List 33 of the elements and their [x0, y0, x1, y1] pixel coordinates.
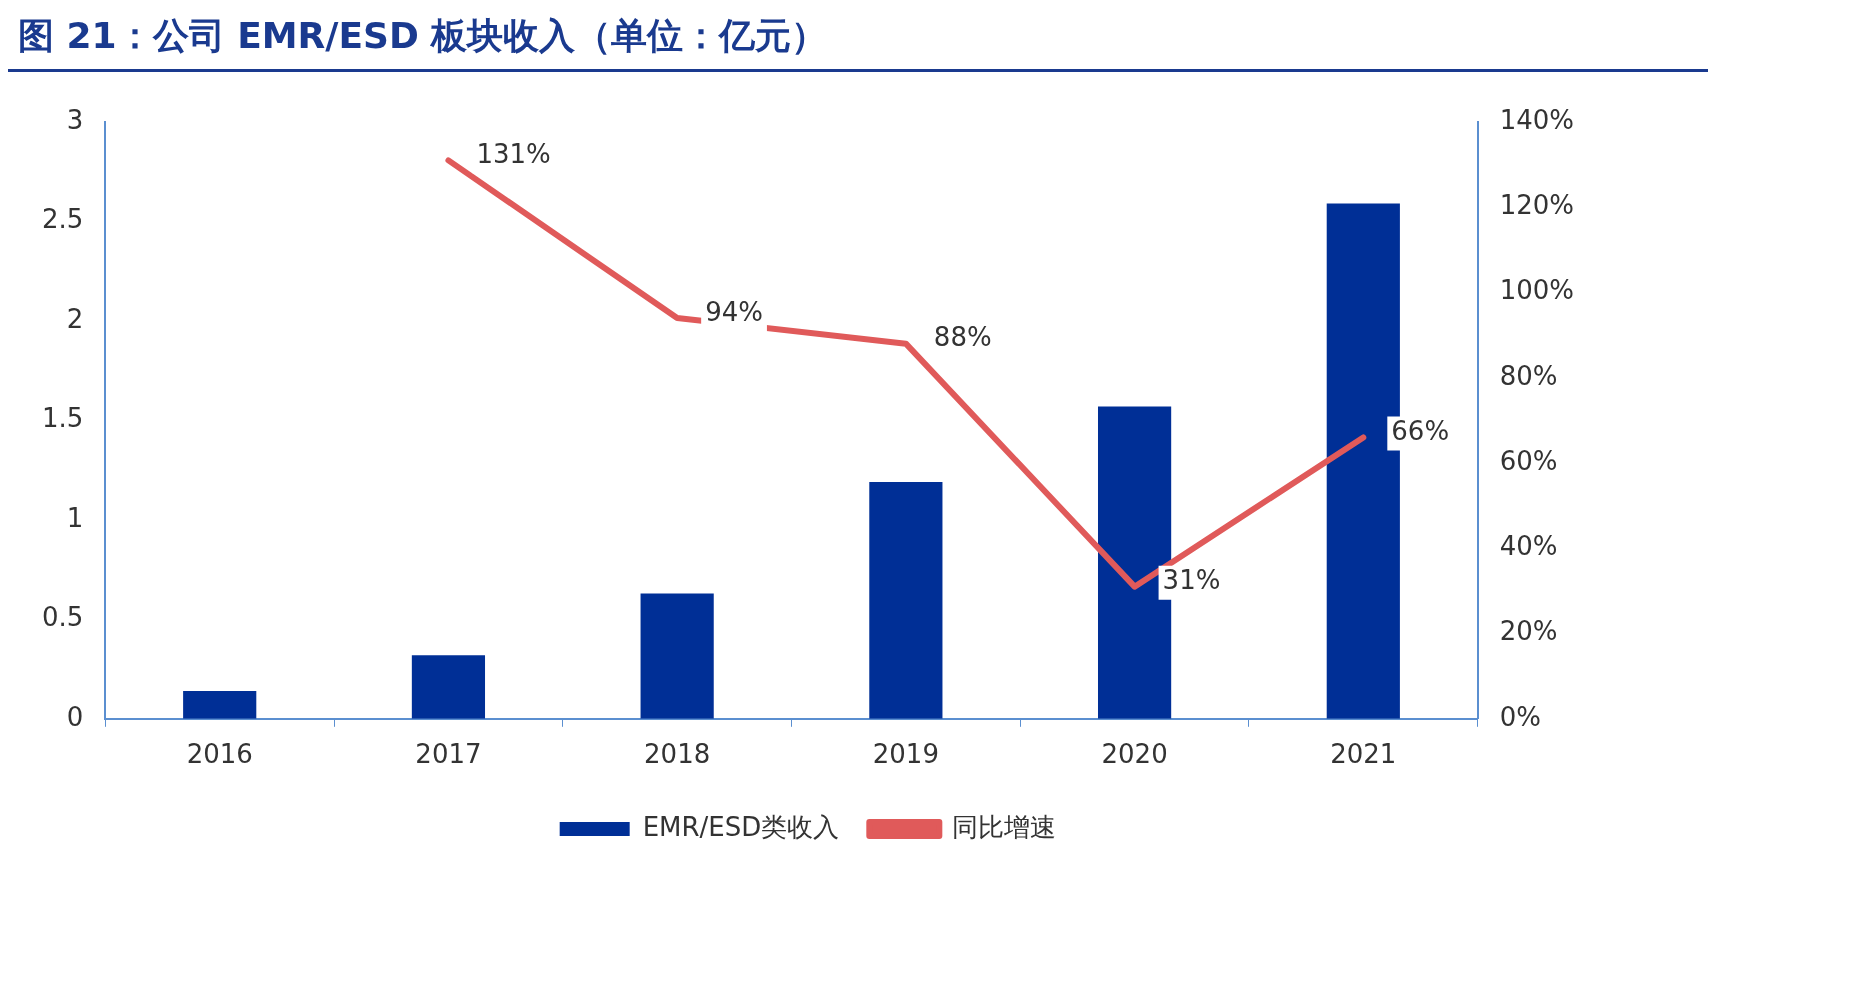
bar — [183, 690, 257, 719]
x-tick-label: 2019 — [872, 739, 939, 770]
y-tick-label: 1 — [66, 502, 84, 533]
legend-label: EMR/ESD类收入 — [642, 811, 840, 842]
y-tick-label: 1.5 — [41, 403, 84, 434]
bar — [869, 482, 943, 719]
y2-tick-label: 80% — [1499, 360, 1558, 391]
y-tick-label: 2.5 — [41, 204, 84, 235]
x-tick-label: 2016 — [186, 739, 253, 770]
y2-tick-label: 40% — [1499, 531, 1558, 562]
y-tick-label: 0 — [66, 701, 84, 732]
y-tick-label: 2 — [66, 303, 84, 334]
x-tick-label: 2020 — [1101, 739, 1168, 770]
legend-label: 同比增速 — [952, 811, 1057, 842]
y2-tick-label: 120% — [1499, 190, 1575, 221]
y2-tick-label: 60% — [1499, 445, 1558, 476]
x-tick-label: 2018 — [644, 739, 711, 770]
data-label: 94% — [705, 296, 763, 327]
bar — [411, 655, 486, 719]
y-tick-label: 3 — [66, 104, 84, 135]
y2-tick-label: 20% — [1499, 616, 1558, 647]
x-tick-label: 2021 — [1330, 739, 1397, 770]
y-tick-label: 0.5 — [41, 602, 84, 633]
data-label: 31% — [1162, 565, 1221, 596]
y2-tick-label: 100% — [1499, 275, 1575, 306]
x-tick-label: 2017 — [415, 739, 482, 770]
chart-title: 图 21：公司 EMR/ESD 板块收入（单位：亿元） — [8, 8, 1708, 72]
data-label: 66% — [1391, 416, 1450, 447]
data-label: 131% — [476, 139, 551, 170]
bar — [640, 593, 714, 719]
y2-tick-label: 140% — [1499, 104, 1575, 135]
y2-tick-label: 0% — [1499, 701, 1541, 732]
data-label: 88% — [933, 322, 992, 353]
